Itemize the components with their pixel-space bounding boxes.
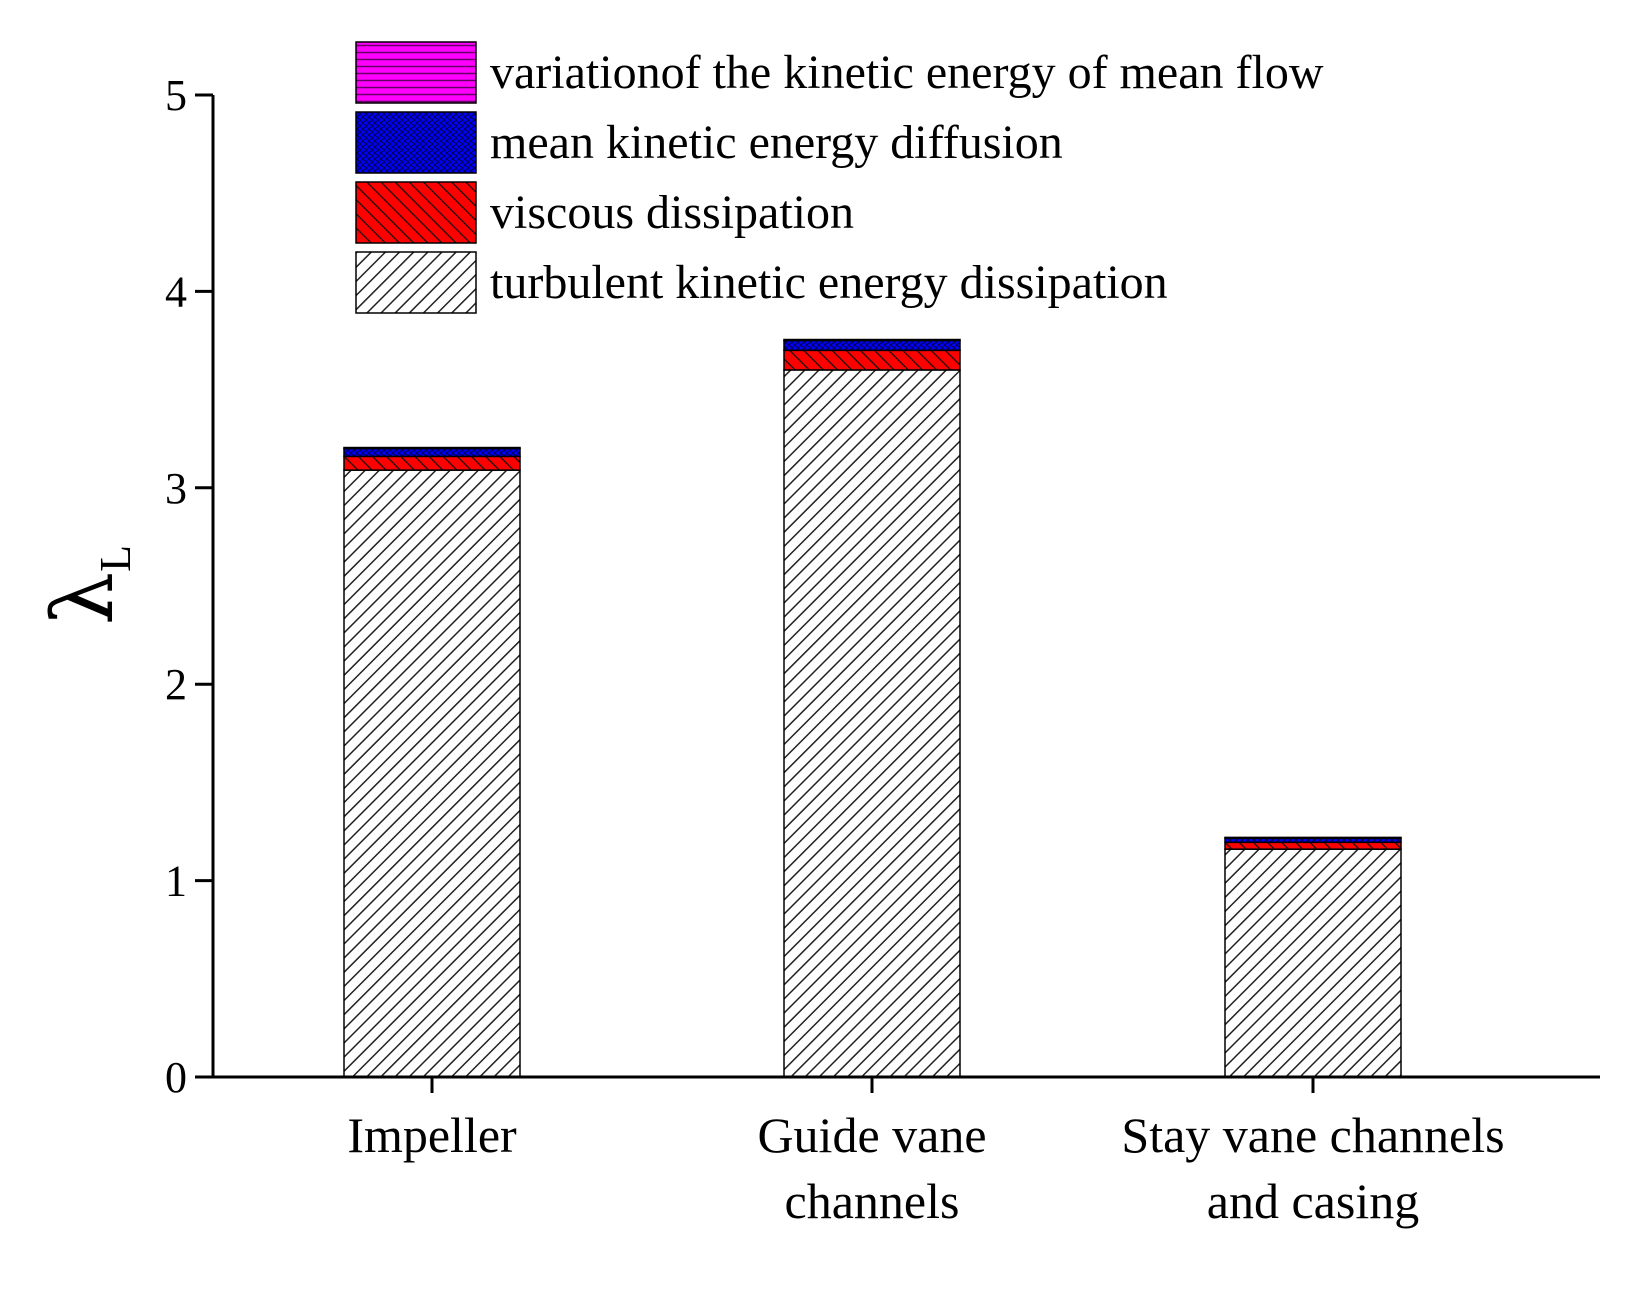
y-axis-label-subscript: L bbox=[91, 545, 140, 572]
x-category-label-2-1: and casing bbox=[1207, 1173, 1419, 1229]
legend-label-2: viscous dissipation bbox=[490, 186, 854, 239]
y-axis-label-symbol: λ bbox=[34, 572, 132, 625]
bar-segment-0-1 bbox=[343, 455, 521, 471]
legend-label-0: variationof the kinetic energy of mean f… bbox=[490, 46, 1324, 99]
bar-segment-1-2 bbox=[783, 339, 961, 352]
x-category-label-2-0: Stay vane channels bbox=[1121, 1107, 1504, 1163]
legend-swatch-1 bbox=[355, 111, 477, 174]
bar-segment-2-3 bbox=[1224, 836, 1402, 840]
bar-segment-0-0 bbox=[343, 469, 521, 1078]
x-category-label-0-0: Impeller bbox=[347, 1107, 517, 1163]
y-tick-label-2: 2 bbox=[165, 660, 187, 709]
x-category-label-1-1: channels bbox=[785, 1173, 960, 1229]
legend-label-1: mean kinetic energy diffusion bbox=[490, 116, 1063, 169]
bar-segment-1-0 bbox=[783, 369, 961, 1078]
legend-label-3: turbulent kinetic energy dissipation bbox=[490, 256, 1168, 309]
bar-segment-1-1 bbox=[783, 349, 961, 371]
y-tick-label-0: 0 bbox=[165, 1053, 187, 1102]
x-category-label-1-0: Guide vane bbox=[757, 1107, 986, 1163]
legend-swatch-3 bbox=[355, 251, 477, 314]
legend-swatch-0 bbox=[355, 41, 477, 104]
bar-segment-0-3 bbox=[343, 446, 521, 450]
legend-swatch-2 bbox=[355, 181, 477, 244]
bar-segment-2-1 bbox=[1224, 841, 1402, 850]
bar-segment-0-2 bbox=[343, 447, 521, 458]
y-tick-label-4: 4 bbox=[165, 267, 187, 316]
y-tick-label-5: 5 bbox=[165, 71, 187, 120]
y-tick-label-1: 1 bbox=[165, 857, 187, 906]
y-axis-label: λL bbox=[34, 545, 140, 625]
bar-segment-1-3 bbox=[783, 338, 961, 342]
bar-segment-2-0 bbox=[1224, 848, 1402, 1078]
y-tick-label-3: 3 bbox=[165, 464, 187, 513]
